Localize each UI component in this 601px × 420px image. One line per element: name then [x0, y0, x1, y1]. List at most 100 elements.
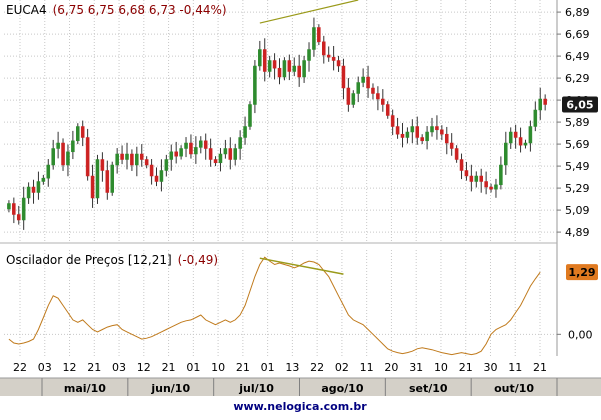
candle[interactable]: [410, 119, 415, 144]
candle[interactable]: [336, 55, 341, 72]
candle[interactable]: [110, 161, 115, 196]
candle[interactable]: [317, 24, 321, 46]
candle[interactable]: [120, 145, 124, 165]
candle[interactable]: [543, 94, 547, 111]
candle[interactable]: [90, 164, 95, 208]
candle[interactable]: [287, 54, 292, 81]
candle[interactable]: [390, 109, 395, 136]
candle[interactable]: [149, 159, 154, 185]
candle[interactable]: [66, 144, 70, 177]
candle[interactable]: [533, 101, 538, 132]
candle[interactable]: [262, 38, 267, 82]
candle[interactable]: [21, 186, 26, 230]
candle[interactable]: [159, 159, 164, 192]
candle[interactable]: [415, 116, 420, 145]
month-tick-label[interactable]: jul/10: [238, 382, 274, 395]
candle[interactable]: [489, 183, 493, 193]
candle[interactable]: [233, 143, 237, 166]
candle[interactable]: [272, 53, 277, 80]
candle[interactable]: [351, 90, 356, 108]
oscillator-trendline-segment[interactable]: [259, 257, 344, 275]
candle[interactable]: [464, 161, 469, 181]
candle[interactable]: [484, 171, 488, 195]
candle[interactable]: [218, 148, 223, 172]
candle[interactable]: [51, 139, 55, 170]
candle[interactable]: [258, 40, 262, 71]
candle[interactable]: [16, 205, 21, 225]
candle[interactable]: [154, 167, 159, 187]
candle[interactable]: [12, 197, 16, 224]
candle[interactable]: [538, 87, 543, 120]
candle[interactable]: [449, 133, 454, 156]
candle[interactable]: [376, 86, 380, 111]
candle[interactable]: [208, 138, 213, 167]
candle[interactable]: [46, 159, 51, 187]
month-tick-label[interactable]: ago/10: [321, 382, 364, 395]
candle[interactable]: [479, 168, 483, 193]
candle[interactable]: [179, 145, 183, 160]
candle[interactable]: [130, 149, 134, 171]
candle[interactable]: [71, 130, 75, 160]
candle[interactable]: [366, 65, 370, 98]
candle[interactable]: [135, 146, 139, 177]
candle[interactable]: [361, 68, 365, 88]
candle[interactable]: [420, 134, 424, 145]
candle[interactable]: [292, 57, 297, 77]
candle[interactable]: [7, 200, 11, 213]
candle[interactable]: [494, 178, 498, 198]
candle[interactable]: [174, 141, 178, 164]
footer-credit[interactable]: www.nelogica.com.br: [233, 400, 367, 413]
candle[interactable]: [508, 127, 513, 149]
candle[interactable]: [61, 138, 65, 171]
candle[interactable]: [199, 136, 203, 154]
candle[interactable]: [282, 57, 287, 81]
candle[interactable]: [435, 115, 439, 140]
candle[interactable]: [36, 171, 41, 200]
candle[interactable]: [115, 148, 119, 174]
candle[interactable]: [56, 131, 60, 159]
candle[interactable]: [203, 133, 208, 160]
candle[interactable]: [243, 116, 247, 145]
candle[interactable]: [405, 127, 410, 144]
candle[interactable]: [302, 55, 306, 83]
candle[interactable]: [444, 126, 449, 155]
candle[interactable]: [331, 45, 336, 71]
candle[interactable]: [80, 120, 85, 147]
candle[interactable]: [326, 46, 331, 62]
candle[interactable]: [238, 130, 242, 160]
candle[interactable]: [144, 156, 149, 169]
candle[interactable]: [223, 139, 228, 159]
candle[interactable]: [322, 35, 326, 64]
candle[interactable]: [213, 156, 218, 167]
candle[interactable]: [228, 137, 233, 170]
candle[interactable]: [95, 154, 100, 204]
candle[interactable]: [189, 134, 193, 159]
candle[interactable]: [164, 154, 169, 177]
month-tick-label[interactable]: set/10: [409, 382, 448, 395]
candle[interactable]: [513, 124, 518, 149]
price-trendline-segment[interactable]: [259, 0, 359, 24]
candle[interactable]: [26, 182, 31, 204]
candle[interactable]: [100, 152, 105, 182]
candle[interactable]: [430, 117, 434, 137]
candle[interactable]: [194, 136, 198, 164]
month-tick-label[interactable]: mai/10: [64, 382, 106, 395]
candle[interactable]: [454, 145, 459, 163]
candle[interactable]: [356, 76, 360, 103]
candle[interactable]: [307, 42, 311, 72]
candle[interactable]: [85, 128, 90, 181]
candle[interactable]: [499, 156, 503, 190]
month-tick-label[interactable]: out/10: [494, 382, 534, 395]
candle[interactable]: [523, 139, 528, 149]
candle[interactable]: [474, 171, 479, 188]
month-tick-label[interactable]: jun/10: [150, 382, 190, 395]
candle[interactable]: [400, 122, 405, 148]
candle[interactable]: [76, 123, 80, 145]
candle[interactable]: [341, 58, 346, 100]
candle[interactable]: [139, 144, 144, 167]
price-candles[interactable]: [7, 17, 547, 230]
candle[interactable]: [504, 131, 508, 175]
candle[interactable]: [425, 126, 429, 150]
candle[interactable]: [267, 55, 272, 78]
candle[interactable]: [440, 125, 444, 141]
